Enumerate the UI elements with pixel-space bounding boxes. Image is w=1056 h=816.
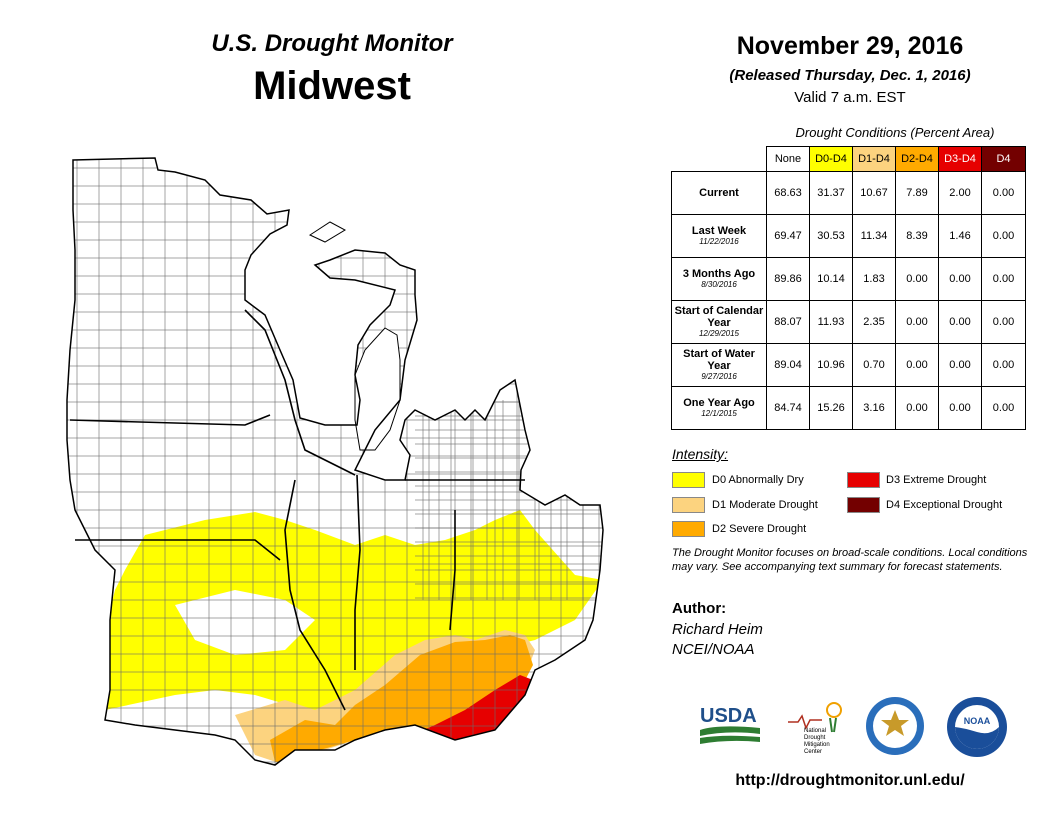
legend-swatch-d2 [672, 521, 705, 537]
region-outline [66, 157, 604, 766]
col-header-d2-d4: D2-D4 [895, 146, 939, 172]
svg-text:Mitigation: Mitigation [804, 742, 830, 748]
table-cell: 0.00 [895, 343, 939, 387]
table-row: Last Week 11/22/2016 69.47 30.53 11.34 8.… [671, 214, 1026, 258]
table-row: 3 Months Ago 8/30/2016 89.86 10.14 1.83 0… [671, 257, 1026, 301]
table-cell: 84.74 [766, 386, 810, 430]
table-row: One Year Ago 12/1/2015 84.74 15.26 3.16 0… [671, 386, 1026, 430]
row-label: Start of Water Year 9/27/2016 [671, 343, 767, 387]
table-cell: 31.37 [809, 171, 853, 215]
table-cell: 3.16 [852, 386, 896, 430]
table-cell: 0.00 [895, 386, 939, 430]
table-cell: 88.07 [766, 300, 810, 344]
col-header-d4: D4 [981, 146, 1026, 172]
legend-swatch-d4 [847, 497, 880, 513]
table-cell: 0.00 [938, 386, 982, 430]
table-cell: 0.00 [981, 171, 1026, 215]
usda-logo: USDA [700, 705, 760, 744]
table-cell: 89.86 [766, 257, 810, 301]
svg-text:USDA: USDA [700, 705, 757, 727]
county-lines-east [415, 400, 603, 600]
legend-label-d0: D0 Abnormally Dry [712, 474, 804, 486]
disclaimer-note: The Drought Monitor focuses on broad-sca… [672, 547, 1028, 573]
table-cell: 11.34 [852, 214, 896, 258]
table-cell: 0.00 [981, 257, 1026, 301]
col-header-d1-d4: D1-D4 [852, 146, 896, 172]
table-cell: 0.00 [981, 386, 1026, 430]
author-label: Author: [672, 600, 727, 617]
table-cell: 11.93 [809, 300, 853, 344]
table-row: Start of Water Year 9/27/2016 89.04 10.96… [671, 343, 1026, 387]
table-cell: 10.67 [852, 171, 896, 215]
table-cell: 10.96 [809, 343, 853, 387]
ndmc-logo: National Drought Mitigation Center [788, 702, 842, 754]
release-date: (Released Thursday, Dec. 1, 2016) [729, 67, 971, 84]
legend-label-d2: D2 Severe Drought [712, 523, 807, 535]
col-header-none: None [766, 146, 810, 172]
table-cell: 0.00 [938, 257, 982, 301]
table-cell: 0.00 [938, 343, 982, 387]
state-boundaries [69, 309, 525, 711]
author-block: Richard Heim NCEI/NOAA [672, 620, 763, 660]
website-url[interactable]: http://droughtmonitor.unl.edu/ [735, 772, 965, 789]
region-title: Midwest [253, 64, 411, 108]
table-row: Current 68.63 31.37 10.67 7.89 2.00 0.00 [671, 171, 1026, 215]
row-label: Last Week 11/22/2016 [671, 214, 767, 258]
table-cell: 1.83 [852, 257, 896, 301]
valid-time: Valid 7 a.m. EST [794, 89, 906, 106]
svg-text:National: National [804, 728, 826, 734]
table-cell: 30.53 [809, 214, 853, 258]
legend-label-d4: D4 Exceptional Drought [886, 499, 1003, 511]
table-cell: 2.00 [938, 171, 982, 215]
monitor-title: U.S. Drought Monitor [211, 30, 453, 57]
legend-swatch-d1 [672, 497, 705, 513]
commerce-seal-logo [866, 697, 924, 755]
noaa-logo-text: NOAA [964, 716, 991, 726]
legend-label-d3: D3 Extreme Drought [886, 474, 987, 486]
author-org: NCEI/NOAA [672, 641, 755, 658]
table-cell: 8.39 [895, 214, 939, 258]
map-date: November 29, 2016 [736, 32, 964, 60]
table-corner [672, 147, 767, 172]
table-cell: 0.00 [938, 300, 982, 344]
svg-text:Drought: Drought [804, 735, 826, 741]
row-label: Start of Calendar Year 12/29/2015 [671, 300, 767, 344]
table-row: Start of Calendar Year 12/29/2015 88.07 1… [671, 300, 1026, 344]
legend-label-d1: D1 Moderate Drought [712, 499, 818, 511]
author-name: Richard Heim [672, 621, 763, 638]
table-header-row: None D0-D4 D1-D4 D2-D4 D3-D4 D4 [672, 146, 1026, 172]
table-cell: 0.00 [981, 343, 1026, 387]
row-label: Current [671, 171, 767, 215]
table-cell: 0.00 [981, 214, 1026, 258]
row-label: 3 Months Ago 8/30/2016 [671, 257, 767, 301]
noaa-logo: NOAA [947, 697, 1007, 757]
isle-royale [308, 221, 347, 243]
drought-stats-table: None D0-D4 D1-D4 D2-D4 D3-D4 D4 Current … [671, 146, 1026, 430]
table-cell: 0.00 [895, 300, 939, 344]
drought-map [66, 157, 604, 766]
col-header-d0-d4: D0-D4 [809, 146, 853, 172]
table-cell: 15.26 [809, 386, 853, 430]
table-cell: 89.04 [766, 343, 810, 387]
legend-swatch-d0 [672, 472, 705, 488]
table-cell: 68.63 [766, 171, 810, 215]
table-cell: 0.70 [852, 343, 896, 387]
col-header-d3-d4: D3-D4 [938, 146, 982, 172]
table-cell: 0.00 [981, 300, 1026, 344]
row-label: One Year Ago 12/1/2015 [671, 386, 767, 430]
table-cell: 2.35 [852, 300, 896, 344]
table-caption: Drought Conditions (Percent Area) [795, 125, 995, 140]
table-cell: 1.46 [938, 214, 982, 258]
table-cell: 10.14 [809, 257, 853, 301]
legend-title: Intensity: [672, 446, 729, 462]
table-cell: 0.00 [895, 257, 939, 301]
table-cell: 69.47 [766, 214, 810, 258]
legend-swatch-d3 [847, 472, 880, 488]
svg-text:Center: Center [804, 749, 822, 754]
table-cell: 7.89 [895, 171, 939, 215]
